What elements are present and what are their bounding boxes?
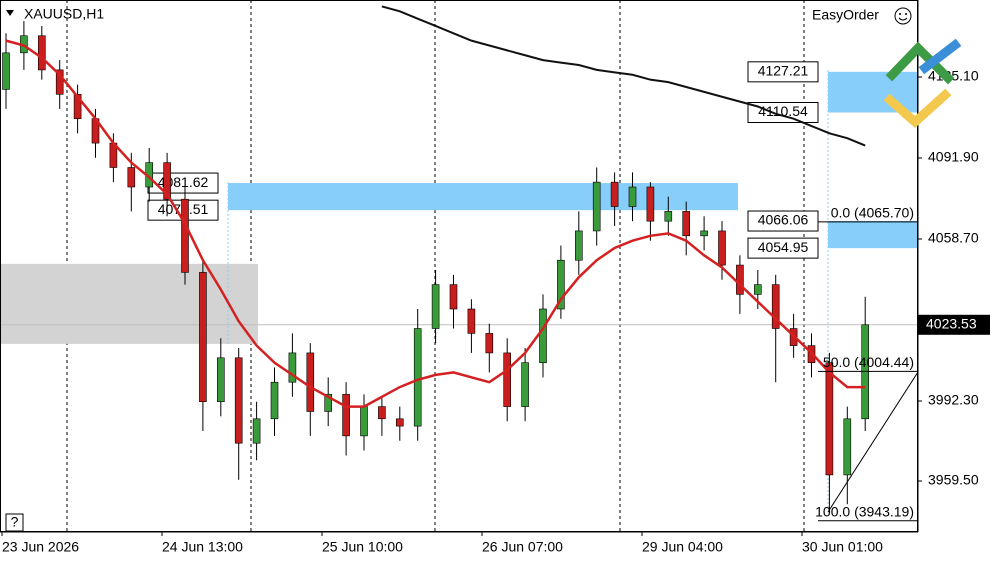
candle-body <box>252 418 261 444</box>
candle-body <box>610 181 619 207</box>
y-tick-label: 4058.70 <box>928 230 979 246</box>
candle-body <box>199 272 207 403</box>
fibo-label: 0.0 (4065.70) <box>831 205 914 221</box>
candle-body <box>646 186 655 222</box>
candle-body <box>467 308 476 334</box>
trend-line <box>827 371 919 513</box>
candle-body <box>825 362 834 476</box>
gray-zone <box>0 263 258 344</box>
zone-label: 4110.54 <box>758 103 808 119</box>
candle-body <box>163 162 171 200</box>
candle-body <box>521 362 529 407</box>
candle-body <box>395 418 404 427</box>
x-tick-label: 30 Jun 01:00 <box>802 539 883 555</box>
zone-label-box <box>747 210 819 232</box>
fibo-label: 50.0 (4004.44) <box>823 354 914 370</box>
candle-body <box>753 284 762 295</box>
logo <box>883 38 962 129</box>
candle-body <box>664 211 673 222</box>
candle-body <box>503 352 512 407</box>
zone-label: 4054.95 <box>758 239 809 255</box>
candle-body <box>449 284 458 310</box>
help-button[interactable] <box>5 513 24 532</box>
y-tick-label: 3992.30 <box>928 392 979 408</box>
candle-body <box>628 186 637 207</box>
candle-body <box>37 35 46 71</box>
candle-body <box>342 394 350 437</box>
candle-body <box>413 328 422 427</box>
candle-body <box>557 259 565 310</box>
candle-body <box>288 352 297 383</box>
candle-body <box>324 394 333 412</box>
candle-body <box>55 69 64 95</box>
smiley[interactable] <box>894 7 912 25</box>
moving-average <box>5 39 866 408</box>
y-tick-label: 3959.50 <box>928 472 979 488</box>
x-tick-label: 26 Jun 07:00 <box>482 539 563 555</box>
brand[interactable]: EasyOrder <box>812 7 879 23</box>
x-tick-label: 29 Jun 04:00 <box>642 539 723 555</box>
x-tick-label: 23 Jun 2026 <box>2 539 79 555</box>
candle-body <box>217 357 225 403</box>
candle-body <box>700 230 708 237</box>
candle-body <box>73 93 82 119</box>
zone <box>228 183 738 211</box>
menu-arrow[interactable] <box>6 10 14 16</box>
zone-label-box <box>747 61 819 83</box>
candle-body <box>2 52 10 90</box>
candle-body <box>306 352 315 412</box>
fibo-label: 100.0 (3943.19) <box>815 504 914 520</box>
candle-body <box>718 230 726 266</box>
candle-body <box>682 211 691 237</box>
candle-body <box>234 357 243 444</box>
price-tag-label: 4023.53 <box>926 315 977 331</box>
candle-body <box>736 264 744 295</box>
x-tick-label: 25 Jun 10:00 <box>322 539 403 555</box>
candle-body <box>360 406 368 437</box>
candle-body <box>181 198 189 273</box>
zone-label: 4066.06 <box>758 212 809 228</box>
candle-body <box>574 230 583 261</box>
candle-body <box>270 381 279 420</box>
frame <box>0 0 918 532</box>
zone-label-box <box>747 101 819 123</box>
y-tick-label: 4091.90 <box>928 149 979 165</box>
x-tick-label: 24 Jun 13:00 <box>162 539 243 555</box>
candle-body <box>771 284 780 329</box>
candle-body <box>539 308 547 363</box>
price-tag <box>918 314 990 335</box>
candle-body <box>843 418 852 476</box>
candle-body <box>485 333 494 354</box>
zone <box>828 71 918 113</box>
zone-label: 4127.21 <box>758 63 809 79</box>
candle-body <box>592 181 601 232</box>
zone <box>828 221 918 249</box>
candle-body <box>431 284 440 329</box>
help-text[interactable]: ? <box>11 514 19 530</box>
candle-body <box>127 167 136 188</box>
candle-body <box>378 406 386 420</box>
moving-average <box>381 5 866 147</box>
symbol: XAUUSD,H1 <box>24 6 104 22</box>
zone-label-box <box>747 237 819 259</box>
